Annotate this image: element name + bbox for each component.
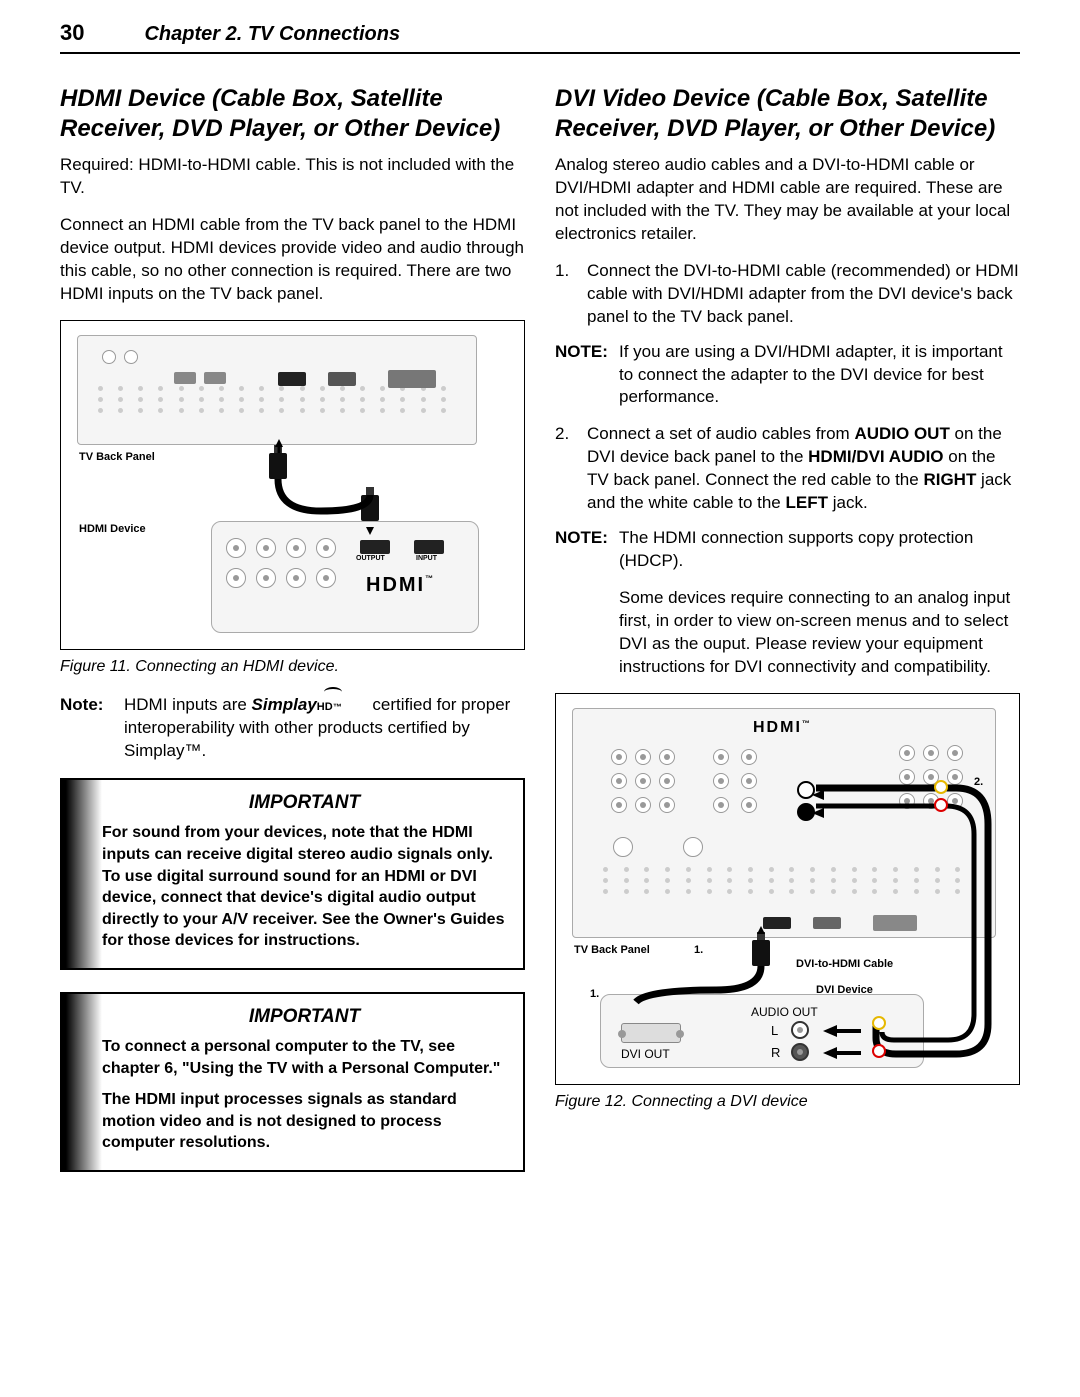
hdmi-input-label: INPUT: [416, 555, 437, 562]
page-number: 30: [60, 20, 84, 46]
hdmi-device-label: HDMI Device: [79, 523, 146, 535]
figure-12-caption: Figure 12. Connecting a DVI device: [555, 1093, 1020, 1111]
dvi-connector-icon: [621, 1023, 681, 1043]
rca-plug-icon: [872, 1016, 886, 1030]
content-columns: HDMI Device (Cable Box, Satellite Receiv…: [60, 84, 1020, 1194]
hdmi-required-text: Required: HDMI-to-HDMI cable. This is no…: [60, 154, 525, 200]
r-label: R: [771, 1045, 780, 1060]
note-lead: NOTE:: [555, 527, 619, 573]
num-1-bot-label: 1.: [590, 988, 599, 1000]
important-title: IMPORTANT: [102, 1006, 507, 1028]
dvi-note-1: NOTE: If you are using a DVI/HDMI adapte…: [555, 341, 1020, 410]
dvi-cable-label: DVI-to-HDMI Cable: [796, 958, 893, 970]
note-body: HDMI inputs are SimplayHD™ certified for…: [124, 694, 525, 763]
hdmi-connect-text: Connect an HDMI cable from the TV back p…: [60, 214, 525, 306]
tv-back-panel-label: TV Back Panel: [79, 451, 155, 463]
note-body: The HDMI connection supports copy protec…: [619, 527, 1020, 573]
rca-plug-icon: [934, 798, 948, 812]
right-column: DVI Video Device (Cable Box, Satellite R…: [555, 84, 1020, 1194]
important-box-2: IMPORTANT To connect a personal computer…: [60, 992, 525, 1172]
chapter-title: Chapter 2. TV Connections: [144, 23, 400, 46]
simplay-note: Note: HDMI inputs are SimplayHD™ certifi…: [60, 694, 525, 763]
note-body: If you are using a DVI/HDMI adapter, it …: [619, 341, 1020, 410]
arrow-left-icon: [823, 1047, 837, 1059]
page-header: 30 Chapter 2. TV Connections: [60, 20, 1020, 54]
hdmi-heading: HDMI Device (Cable Box, Satellite Receiv…: [60, 84, 525, 144]
tv-back-panel-label-12: TV Back Panel: [574, 944, 650, 956]
note-lead: NOTE:: [555, 341, 619, 410]
important-title: IMPORTANT: [102, 792, 507, 814]
important-body: For sound from your devices, note that t…: [102, 822, 507, 952]
dvi-note-2: NOTE: The HDMI connection supports copy …: [555, 527, 1020, 573]
dvi-note-2-continued: Some devices require connecting to an an…: [555, 587, 1020, 679]
dvi-intro-text: Analog stereo audio cables and a DVI-to-…: [555, 154, 1020, 246]
dvi-steps-list: Connect the DVI-to-HDMI cable (recommend…: [555, 260, 1020, 329]
figure-11-caption: Figure 11. Connecting an HDMI device.: [60, 658, 525, 676]
num-2-top-label: 2.: [974, 776, 983, 788]
arrow-left-icon: [823, 1025, 837, 1037]
l-label: L: [771, 1023, 778, 1038]
audio-out-label: AUDIO OUT: [751, 1005, 818, 1019]
important-body: To connect a personal computer to the TV…: [102, 1036, 507, 1154]
gradient-bar-icon: [62, 994, 102, 1170]
dvi-heading: DVI Video Device (Cable Box, Satellite R…: [555, 84, 1020, 144]
num-1-label: 1.: [694, 944, 703, 956]
simplay-hd-logo-icon: SimplayHD™: [252, 695, 373, 714]
step-1: Connect the DVI-to-HDMI cable (recommend…: [555, 260, 1020, 329]
hdmi-logo-icon: HDMI™: [753, 719, 812, 737]
gradient-bar-icon: [62, 780, 102, 968]
left-column: HDMI Device (Cable Box, Satellite Receiv…: [60, 84, 525, 1194]
rca-plug-icon: [934, 780, 948, 794]
hdmi-plug-icon: [361, 495, 379, 521]
hdmi-logo-icon: HDMI™: [366, 574, 435, 597]
hdmi-plug-icon: [752, 940, 770, 966]
tv-back-panel-graphic-12: HDMI™: [572, 708, 996, 938]
note-lead: Note:: [60, 694, 124, 763]
hdmi-plug-icon: [269, 453, 287, 479]
hdmi-output-label: OUTPUT: [356, 555, 385, 562]
step-2: Connect a set of audio cables from AUDIO…: [555, 423, 1020, 515]
figure-11: TV Back Panel OUTPUT INPUT HDMI™ HDMI De…: [60, 320, 525, 650]
rca-plug-icon: [872, 1044, 886, 1058]
hdmi-device-graphic: OUTPUT INPUT HDMI™: [211, 521, 479, 633]
dvi-steps-list-2: Connect a set of audio cables from AUDIO…: [555, 423, 1020, 515]
tv-back-panel-graphic: [77, 335, 477, 445]
figure-12: HDMI™: [555, 693, 1020, 1085]
dvi-out-label: DVI OUT: [621, 1047, 670, 1061]
important-box-1: IMPORTANT For sound from your devices, n…: [60, 778, 525, 970]
